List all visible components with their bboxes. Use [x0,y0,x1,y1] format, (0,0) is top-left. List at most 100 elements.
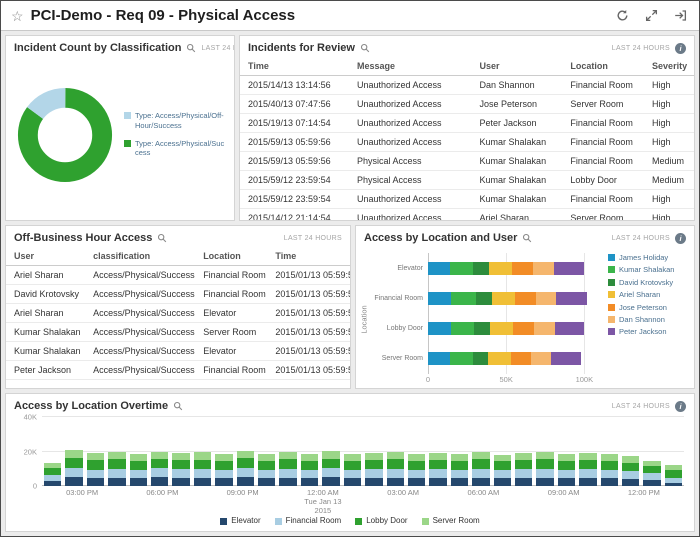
legend-item[interactable]: Type: Access/Physical/Success [124,139,226,158]
column-segment[interactable] [407,469,426,479]
refresh-icon[interactable] [616,9,629,22]
bar-segment[interactable] [532,261,554,275]
column-header[interactable]: Location [195,247,268,266]
legend-item[interactable]: Jose Peterson [608,303,684,312]
table-cell[interactable]: 2015/01/13 05:59:55 [267,322,350,342]
bar-segment[interactable] [449,261,474,275]
column-segment[interactable] [300,454,319,462]
table-cell[interactable]: 2015/01/13 05:59:55 [267,265,350,285]
legend-item[interactable]: Type: Access/Physical/Off-Hour/Success [124,111,226,130]
bar-segment[interactable] [510,352,532,366]
legend-item[interactable]: Elevator [220,516,261,526]
column-segment[interactable] [236,468,255,478]
column-segment[interactable] [579,453,597,461]
column-segment[interactable] [172,478,190,486]
table-row[interactable]: 2015/14/13 13:14:56 Unauthorized Access Da… [240,75,694,95]
table-cell[interactable]: Financial Room [562,189,645,209]
table-cell[interactable]: 2015/59/12 23:59:54 [240,170,349,190]
legend-item[interactable]: Financial Room [274,516,341,526]
column-segment[interactable] [386,459,404,469]
column-segment[interactable] [236,451,255,459]
table-cell[interactable]: Financial Room [562,113,645,133]
column-segment[interactable] [215,454,233,462]
column-segment[interactable] [536,459,554,469]
column-segment[interactable] [493,461,511,471]
column-segment[interactable] [450,478,469,486]
table-cell[interactable]: High [644,94,694,114]
column-segment[interactable] [172,460,190,470]
table-cell[interactable]: Ariel Sharan [471,208,563,220]
column-segment[interactable] [621,471,640,479]
column-header[interactable]: User [471,57,563,76]
column-segment[interactable] [86,469,105,479]
table-cell[interactable]: Financial Room [562,151,645,171]
column-segment[interactable] [300,461,319,470]
bar-segment[interactable] [513,322,534,336]
column-segment[interactable] [643,466,661,474]
bar-segment[interactable] [492,291,515,305]
column-segment[interactable] [579,460,597,470]
column-segment[interactable] [643,473,661,480]
legend-item[interactable]: David Krotovsky [608,278,684,287]
table-cell[interactable]: Server Room [195,322,268,342]
column-segment[interactable] [343,460,362,470]
table-cell[interactable]: Access/Physical/Success [85,341,196,361]
column-segment[interactable] [472,468,490,478]
table-cell[interactable]: 2015/59/12 23:59:54 [240,189,349,209]
table-cell[interactable]: Ariel Sharan [6,303,86,323]
table-cell[interactable]: Kumar Shalakan [471,151,563,171]
column-segment[interactable] [258,469,276,479]
search-icon[interactable] [157,233,167,243]
legend-item[interactable]: Server Room [421,516,480,526]
column-segment[interactable] [108,477,126,486]
column-segment[interactable] [300,478,319,486]
column-segment[interactable] [258,478,276,486]
legend-item[interactable]: Peter Jackson [608,327,684,336]
column-segment[interactable] [44,480,62,486]
bar-segment[interactable] [474,322,490,336]
table-cell[interactable]: Kumar Shalakan [471,189,563,209]
table-row[interactable]: Kumar Shalakan Access/Physical/Success Ser… [6,322,350,342]
legend-item[interactable]: Ariel Sharan [608,290,684,299]
table-cell[interactable]: 2015/40/13 07:47:56 [240,94,349,114]
bar-segment[interactable] [553,261,584,275]
column-segment[interactable] [215,461,233,470]
table-cell[interactable]: Ariel Sharan [6,265,86,285]
table-cell[interactable]: David Krotovsky [6,284,86,304]
bar-segment[interactable] [472,352,489,366]
column-segment[interactable] [579,477,597,486]
bar-segment[interactable] [428,352,450,366]
export-icon[interactable] [674,9,687,22]
column-header[interactable]: Time [267,247,350,266]
table-row[interactable]: 2015/59/13 05:59:56 Physical Access Kumar … [240,151,694,171]
table-row[interactable]: 2015/19/13 07:14:54 Unauthorized Access Pe… [240,113,694,133]
table-cell[interactable]: 2015/14/12 21:14:54 [240,208,349,220]
column-segment[interactable] [600,478,618,486]
column-segment[interactable] [514,469,533,478]
bar-segment[interactable] [514,291,536,305]
column-segment[interactable] [664,482,683,486]
column-segment[interactable] [86,460,105,470]
column-segment[interactable] [44,467,62,475]
column-segment[interactable] [129,469,148,479]
column-segment[interactable] [365,452,383,460]
table-cell[interactable]: High [644,132,694,152]
table-cell[interactable]: Access/Physical/Success [85,322,196,342]
column-segment[interactable] [664,469,683,479]
column-segment[interactable] [429,469,447,478]
column-header[interactable]: Location [562,57,645,76]
column-segment[interactable] [600,469,618,479]
column-segment[interactable] [108,468,126,478]
table-cell[interactable]: 2015/01/13 05:59:55 [267,360,350,380]
column-segment[interactable] [557,469,576,479]
bar-segment[interactable] [428,291,452,305]
table-row[interactable]: 2015/59/12 23:59:54 Unauthorized Access Ku… [240,189,694,209]
bar-segment[interactable] [475,291,493,305]
legend-item[interactable]: Lobby Door [355,516,408,526]
column-segment[interactable] [621,462,640,472]
column-segment[interactable] [44,462,62,468]
table-cell[interactable]: High [644,189,694,209]
table-cell[interactable]: 2015/19/13 07:14:54 [240,113,349,133]
bar-segment[interactable] [473,261,489,275]
column-segment[interactable] [279,477,297,486]
